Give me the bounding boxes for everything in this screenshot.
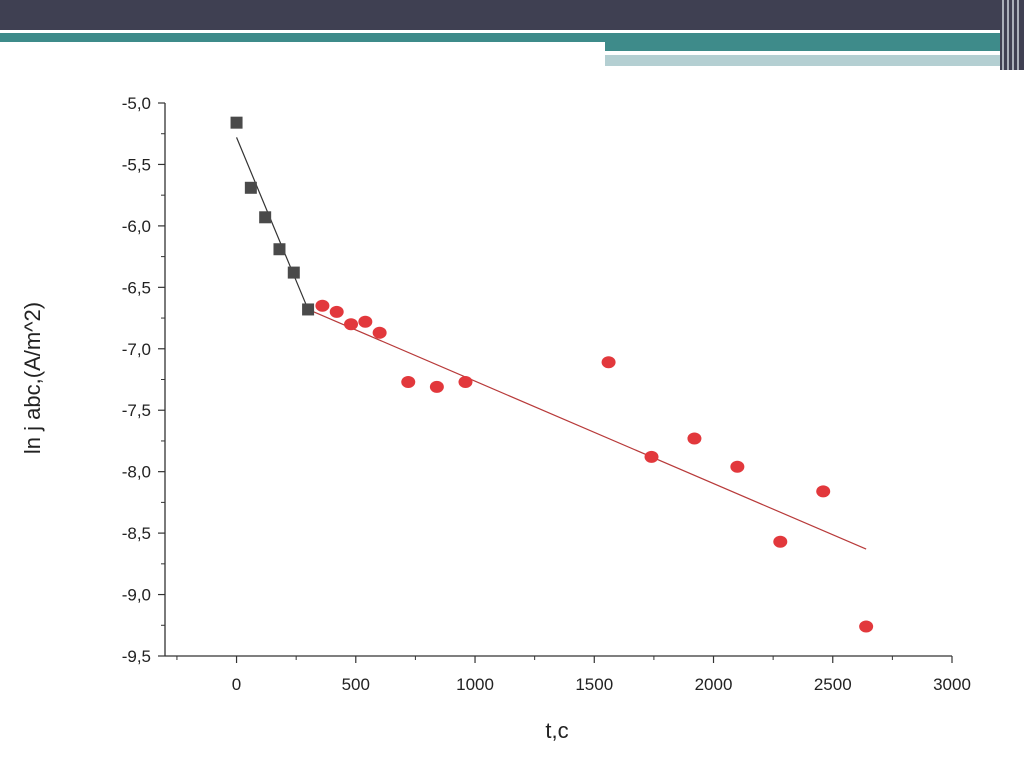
data-point-circle [859, 620, 874, 633]
x-tick-label: 3000 [933, 675, 971, 694]
y-tick-label: -7,0 [122, 340, 151, 359]
x-tick-label: 2500 [814, 675, 852, 694]
data-point-square [230, 116, 243, 129]
y-tick-label: -9,5 [122, 647, 151, 666]
data-point-square [287, 266, 300, 279]
x-axis-ticks: 0 500 1000 1500 2000 2500 3000 [176, 656, 971, 694]
data-point-circle [401, 375, 416, 388]
x-tick-label: 2000 [695, 675, 733, 694]
fit-line [307, 308, 867, 550]
plot-frame [164, 103, 952, 657]
data-point-circle [344, 318, 359, 331]
data-point-circle [358, 315, 373, 328]
y-axis-title: ln j abc,(A/m^2) [20, 302, 45, 454]
data-point-circle [644, 450, 659, 463]
x-tick-label: 0 [232, 675, 241, 694]
fit-line [235, 137, 309, 310]
y-tick-label: -9,0 [122, 586, 151, 605]
data-point-circle [687, 432, 702, 445]
data-point-circle [458, 375, 473, 388]
header-teal-extension [605, 42, 1000, 51]
data-point-square [244, 181, 257, 194]
data-point-square [259, 211, 272, 224]
y-axis-ticks: -5,0 -5,5 -6,0 -6,5 -7,0 -7,5 -8,0 -8,5 -9,0 -9,5 [122, 94, 165, 666]
data-markers [230, 116, 874, 633]
header-teal-band [0, 33, 1000, 42]
x-axis-title: t,c [545, 718, 568, 743]
x-tick-label: 1000 [456, 675, 494, 694]
data-point-circle [429, 380, 444, 393]
y-tick-label: -8,5 [122, 524, 151, 543]
data-point-circle [816, 485, 831, 498]
y-tick-label: -6,5 [122, 278, 151, 297]
slide-header-decoration [0, 0, 1024, 70]
data-point-circle [730, 460, 745, 473]
data-point-circle [329, 305, 344, 318]
y-tick-label: -8,0 [122, 463, 151, 482]
header-light-band [605, 55, 1000, 66]
data-point-circle [372, 326, 387, 339]
x-tick-label: 1500 [575, 675, 613, 694]
x-tick-label: 500 [342, 675, 370, 694]
data-point-square [273, 243, 286, 256]
y-tick-label: -6,0 [122, 217, 151, 236]
y-tick-label: -5,5 [122, 155, 151, 174]
data-point-circle [773, 535, 788, 548]
y-tick-label: -5,0 [122, 94, 151, 113]
y-tick-label: -7,5 [122, 401, 151, 420]
header-dark-band [0, 0, 1000, 30]
data-point-circle [601, 356, 616, 369]
header-right-edge-dark [1000, 0, 1024, 70]
data-point-circle [315, 299, 330, 312]
fit-lines [235, 137, 867, 550]
data-point-square [302, 303, 315, 316]
